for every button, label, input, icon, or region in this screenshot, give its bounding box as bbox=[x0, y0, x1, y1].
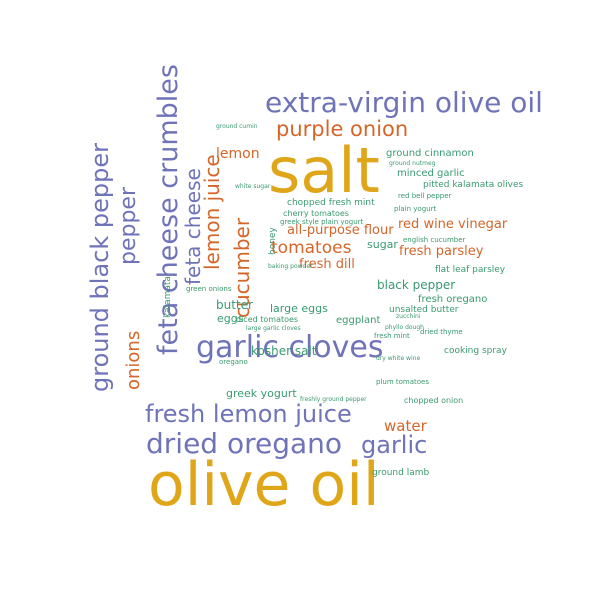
word-lemon-juice: lemon juice bbox=[200, 154, 224, 270]
word-fresh-lemon-juice: fresh lemon juice bbox=[145, 400, 352, 428]
word-diced-tomatoes: diced tomatoes bbox=[236, 315, 299, 324]
word-ground-lamb: ground lamb bbox=[372, 468, 430, 478]
word-onions: onions bbox=[123, 330, 144, 390]
word-fresh-mint: fresh mint bbox=[374, 332, 410, 340]
word-large-eggs: large eggs bbox=[270, 302, 328, 315]
word-chopped-fresh-mint: chopped fresh mint bbox=[287, 198, 375, 208]
word-kosher-salt: kosher salt bbox=[251, 344, 317, 358]
word-fresh-dill: fresh dill bbox=[299, 257, 355, 272]
word-ground-black-pepper: ground black pepper bbox=[86, 143, 114, 392]
word-purple-onion: purple onion bbox=[276, 117, 409, 141]
word-oregano: oregano bbox=[219, 358, 248, 366]
word-cooking-spray: cooking spray bbox=[444, 346, 507, 356]
word-ground-cumin: ground cumin bbox=[216, 123, 258, 130]
word-minced-garlic: minced garlic bbox=[397, 168, 465, 179]
word-olive-oil: olive oil bbox=[148, 450, 380, 520]
word-plain-yogurt: plain yogurt bbox=[394, 205, 437, 213]
word-large-garlic-cloves: large garlic cloves bbox=[246, 325, 301, 332]
word-eggs: eggs bbox=[217, 312, 244, 325]
word-tomatoes: tomatoes bbox=[271, 238, 352, 258]
word-flat-leaf-parsley: flat leaf parsley bbox=[435, 265, 506, 275]
word-phyllo-dough: phyllo dough bbox=[385, 324, 424, 331]
word-all-purpose-flour: all-purpose flour bbox=[287, 223, 394, 238]
word-ground-nutmeg: ground nutmeg bbox=[389, 160, 436, 167]
word-dry-white-wine: dry white wine bbox=[376, 355, 421, 362]
word-garlic: garlic bbox=[361, 431, 428, 459]
word-cherry-tomatoes: cherry tomatoes bbox=[283, 209, 349, 218]
word-zucchini: zucchini bbox=[396, 313, 421, 320]
word-greek-style-plain-yogurt: greek style plain yogurt bbox=[280, 218, 364, 226]
word-eggplant: eggplant bbox=[336, 315, 381, 326]
word-sugar: sugar bbox=[367, 238, 398, 251]
word-black-pepper: black pepper bbox=[377, 278, 456, 292]
word-water: water bbox=[384, 417, 427, 435]
word-freshly-ground-pepper: freshly ground pepper bbox=[300, 396, 367, 403]
word-dried-oregano: dried oregano bbox=[146, 427, 343, 460]
word-red-bell-pepper: red bell pepper bbox=[398, 192, 452, 200]
word-greek-yogurt: greek yogurt bbox=[226, 387, 297, 400]
word-white-sugar: white sugar bbox=[235, 183, 271, 190]
word-chopped-onion: chopped onion bbox=[404, 396, 464, 405]
word-pitted-kalamata-olives: pitted kalamata olives bbox=[423, 180, 524, 190]
word-lemon: lemon bbox=[216, 146, 260, 162]
word-fresh-oregano: fresh oregano bbox=[418, 294, 488, 305]
word-red-wine-vinegar: red wine vinegar bbox=[398, 217, 508, 232]
word-baking-powder: baking powder bbox=[268, 263, 313, 270]
word-kalamata: kalamata bbox=[163, 276, 173, 318]
word-plum-tomatoes: plum tomatoes bbox=[376, 378, 429, 386]
word-extra-virgin-olive-oil: extra-virgin olive oil bbox=[265, 86, 543, 119]
word-butter: butter bbox=[216, 298, 253, 312]
word-pepper: pepper bbox=[116, 186, 141, 265]
word-unsalted-butter: unsalted butter bbox=[389, 305, 459, 315]
word-fresh-parsley: fresh parsley bbox=[399, 244, 484, 259]
word-green-onions: green onions bbox=[186, 285, 232, 293]
word-english-cucumber: english cucumber bbox=[403, 236, 466, 244]
word-salt: salt bbox=[268, 134, 380, 207]
word-dried-thyme: dried thyme bbox=[420, 328, 463, 336]
word-garlic-cloves: garlic cloves bbox=[196, 330, 384, 365]
word-ground-cinnamon: ground cinnamon bbox=[386, 148, 474, 159]
